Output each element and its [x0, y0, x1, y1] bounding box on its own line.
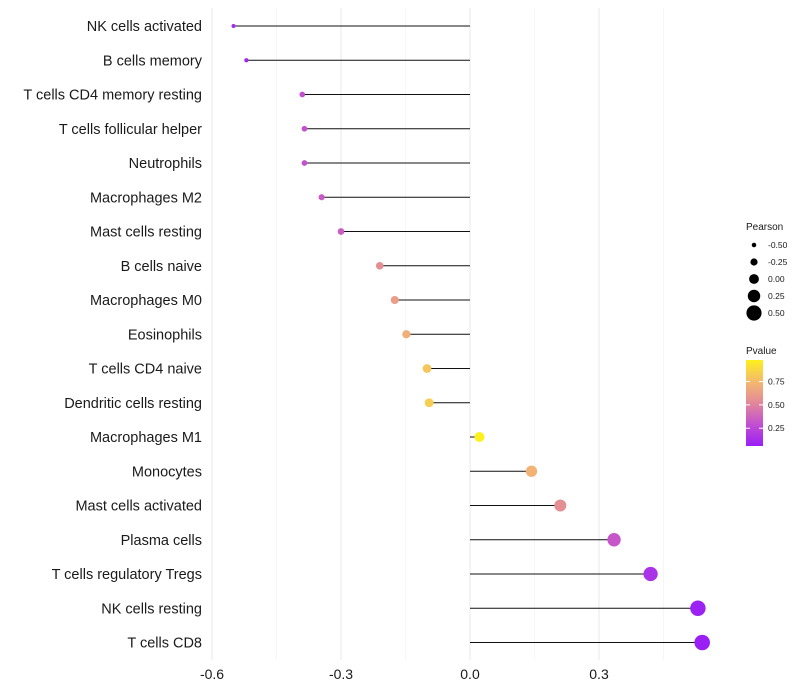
pvalue-legend-label: 0.50: [768, 400, 785, 410]
y-axis-label: Mast cells resting: [90, 225, 202, 241]
y-axis-label: Neutrophils: [129, 156, 202, 172]
lollipop-point: [694, 634, 710, 651]
lollipop-point: [554, 499, 567, 512]
x-tick-label: 0.0: [460, 666, 480, 682]
y-axis-label: T cells CD4 memory resting: [23, 88, 202, 104]
lollipop-point: [643, 566, 658, 582]
x-tick-label: 0.3: [589, 666, 609, 682]
lollipop-point: [299, 91, 306, 98]
lollipop-point: [422, 364, 432, 373]
y-axis-label: Plasma cells: [121, 533, 202, 549]
y-axis-labels: NK cells activated B cells memory T cells …: [23, 19, 202, 652]
legend-pearson-title: Pearson: [746, 222, 783, 233]
pearson-legend-dot: [750, 258, 758, 266]
y-axis-label: T cells CD8: [127, 636, 202, 652]
lollipop-point: [402, 330, 411, 339]
x-tick-label: -0.3: [329, 666, 353, 682]
legend-pearson: Pearson -0.50 -0.25 0.00 0.25 0.50: [746, 222, 788, 321]
lollipop-point: [244, 58, 249, 63]
y-axis-label: T cells follicular helper: [59, 122, 202, 138]
pearson-legend-label: -0.25: [768, 257, 788, 267]
y-axis-label: NK cells resting: [101, 601, 202, 617]
lollipop-point: [375, 261, 384, 270]
x-axis-ticks: -0.6 -0.3 0.0 0.3: [200, 666, 609, 682]
y-axis-label: Mast cells activated: [75, 499, 202, 515]
y-axis-label: NK cells activated: [87, 19, 202, 35]
legend-pvalue: Pvalue 0.75 0.50 0.25: [746, 346, 785, 446]
pearson-legend-dot: [749, 274, 759, 284]
pearson-legend-label: 0.25: [768, 291, 785, 301]
pvalue-legend-label: 0.25: [768, 423, 785, 433]
pearson-legend-dot: [746, 305, 762, 321]
legend-pvalue-title: Pvalue: [746, 346, 777, 357]
y-axis-label: B cells memory: [103, 53, 203, 69]
y-axis-label: Eosinophils: [128, 327, 202, 343]
lollipop-point: [525, 465, 538, 477]
pearson-legend-label: 0.00: [768, 274, 785, 284]
lollipop-point: [318, 194, 325, 201]
lollipop-point: [390, 296, 399, 304]
y-axis-label: B cells naive: [121, 259, 202, 275]
pvalue-colorbar: [746, 360, 763, 446]
lollipop-point: [424, 398, 434, 408]
lollipop-point: [231, 24, 236, 28]
y-axis-label: Macrophages M0: [90, 293, 202, 309]
lollipop-point: [301, 125, 308, 132]
y-axis-label: T cells CD4 naive: [89, 362, 202, 378]
y-axis-label: Monocytes: [132, 464, 202, 480]
y-axis-label: Macrophages M1: [90, 430, 202, 446]
pearson-legend-label: 0.50: [768, 308, 785, 318]
pvalue-legend-label: 0.75: [768, 377, 785, 387]
lollipop-point: [301, 160, 308, 166]
x-tick-label: -0.6: [200, 666, 224, 682]
y-axis-label: Dendritic cells resting: [64, 396, 202, 412]
lollipop-point: [474, 431, 485, 443]
y-axis-label: Macrophages M2: [90, 190, 202, 206]
lollipop-stems: [233, 25, 703, 643]
pearson-legend-dot: [751, 242, 757, 248]
lollipop-point: [337, 228, 345, 235]
pearson-legend-label: -0.50: [768, 240, 788, 250]
y-axis-label: T cells regulatory Tregs: [52, 567, 202, 583]
lollipop-points: [231, 24, 710, 651]
lollipop-point: [607, 533, 621, 547]
lollipop-point: [690, 600, 706, 616]
pearson-legend-dot: [747, 289, 761, 303]
